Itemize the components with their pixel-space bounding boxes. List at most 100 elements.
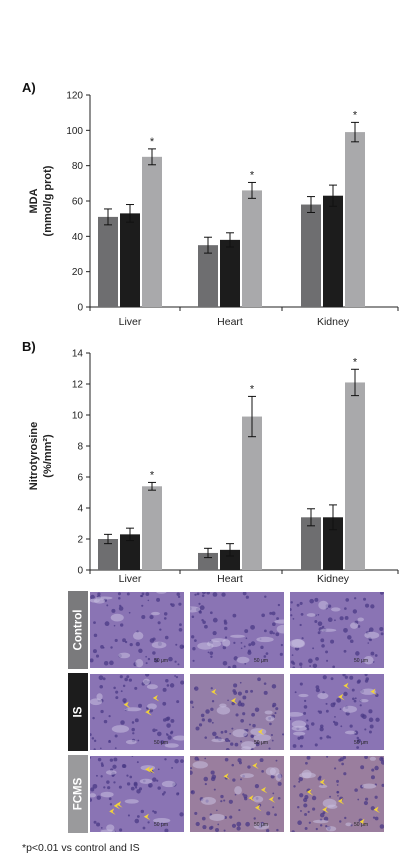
y-tick-label: 6 — [77, 473, 83, 484]
cell-nucleus — [231, 727, 234, 730]
cell-nucleus — [261, 770, 264, 773]
cell-nucleus — [325, 650, 328, 654]
tissue-space — [132, 631, 144, 640]
cell-nucleus — [136, 789, 141, 794]
cell-nucleus — [367, 642, 370, 644]
cell-nucleus — [244, 662, 247, 665]
bar — [98, 539, 118, 570]
cell-nucleus — [111, 608, 116, 613]
cell-nucleus — [163, 617, 167, 620]
cell-nucleus — [174, 660, 177, 663]
panel-label: B) — [22, 339, 36, 354]
histology-image: 50 μm — [190, 756, 284, 832]
cell-nucleus — [354, 697, 357, 700]
cell-nucleus — [326, 735, 330, 739]
cell-nucleus — [119, 604, 122, 608]
cell-nucleus — [179, 623, 182, 627]
cell-nucleus — [213, 788, 216, 791]
cell-nucleus — [277, 796, 281, 800]
cell-nucleus — [255, 741, 260, 747]
arrow-marker — [373, 806, 381, 814]
arrow-marker — [337, 798, 345, 805]
tissue-space — [342, 705, 357, 713]
y-tick-label: 0 — [77, 303, 83, 314]
cell-nucleus — [244, 689, 249, 694]
cell-nucleus — [261, 613, 265, 618]
tissue-space — [200, 797, 216, 805]
cell-nucleus — [206, 592, 210, 595]
cell-nucleus — [299, 744, 303, 748]
cell-nucleus — [292, 744, 297, 748]
cell-nucleus — [114, 747, 117, 750]
cell-nucleus — [336, 784, 339, 786]
cell-nucleus — [294, 691, 297, 694]
cell-nucleus — [237, 758, 242, 763]
tissue-space — [110, 613, 124, 622]
cell-nucleus — [92, 716, 95, 720]
cell-nucleus — [291, 830, 295, 832]
cell-nucleus — [103, 786, 106, 789]
cell-nucleus — [296, 603, 300, 607]
cell-nucleus — [155, 729, 158, 732]
cell-nucleus — [340, 725, 343, 728]
cell-nucleus — [152, 810, 155, 813]
cell-nucleus — [210, 707, 214, 711]
tissue-space — [293, 731, 306, 736]
cell-nucleus — [162, 718, 167, 722]
cell-nucleus — [90, 733, 92, 737]
chart-mda: A) MDA (mmol/g prot) 0 20 40 60 80 100 120 * Liver *… — [22, 80, 399, 328]
tissue-space — [299, 772, 316, 779]
cell-nucleus — [315, 657, 319, 661]
cell-nucleus — [164, 758, 167, 761]
cell-nucleus — [141, 604, 144, 607]
cell-nucleus — [343, 627, 348, 633]
tissue-space — [236, 656, 250, 664]
tissue-background — [190, 592, 284, 668]
cell-nucleus — [170, 718, 175, 723]
cell-nucleus — [245, 728, 249, 732]
cell-nucleus — [95, 654, 100, 658]
tissue-space — [153, 817, 171, 824]
cell-nucleus — [166, 684, 170, 687]
cell-nucleus — [204, 736, 208, 739]
cell-nucleus — [339, 757, 344, 762]
histology-image: 50 μm — [190, 592, 284, 668]
cell-nucleus — [113, 757, 118, 762]
y-tick-label: 0 — [77, 566, 83, 577]
cell-nucleus — [120, 720, 125, 725]
cell-nucleus — [204, 624, 208, 629]
cell-nucleus — [374, 816, 379, 821]
bar — [220, 549, 240, 570]
scale-bar-label: 50 μm — [254, 740, 268, 746]
cell-nucleus — [353, 699, 357, 703]
y-tick-label: 14 — [72, 349, 84, 360]
cell-nucleus — [276, 828, 279, 832]
cell-nucleus — [108, 797, 112, 801]
cell-nucleus — [334, 721, 339, 726]
cell-nucleus — [152, 651, 156, 655]
histology-image: 50 μm — [90, 592, 184, 668]
cell-nucleus — [108, 715, 111, 718]
cell-nucleus — [109, 758, 114, 762]
tissue-space — [90, 698, 103, 706]
cell-nucleus — [323, 816, 329, 822]
cell-nucleus — [110, 646, 113, 649]
tissue-space — [90, 793, 97, 798]
cell-nucleus — [145, 592, 150, 597]
cell-nucleus — [92, 783, 98, 789]
cell-nucleus — [363, 597, 367, 601]
y-axis-label-line1: Nitrotyrosine — [28, 422, 40, 490]
bar — [301, 517, 321, 570]
cell-nucleus — [325, 709, 329, 713]
cell-nucleus — [119, 828, 123, 832]
cell-nucleus — [109, 803, 113, 806]
y-tick-label: 2 — [77, 535, 83, 546]
cell-nucleus — [369, 638, 372, 642]
cell-nucleus — [221, 592, 226, 597]
cell-nucleus — [301, 637, 304, 640]
cell-nucleus — [352, 697, 355, 701]
tissue-space — [100, 829, 116, 832]
histology-panel: Control 50 μm 50 μm 50 μm IS 50 μm 50 μm 50 μm F… — [0, 589, 407, 835]
cell-nucleus — [365, 677, 370, 681]
cell-nucleus — [194, 639, 197, 642]
